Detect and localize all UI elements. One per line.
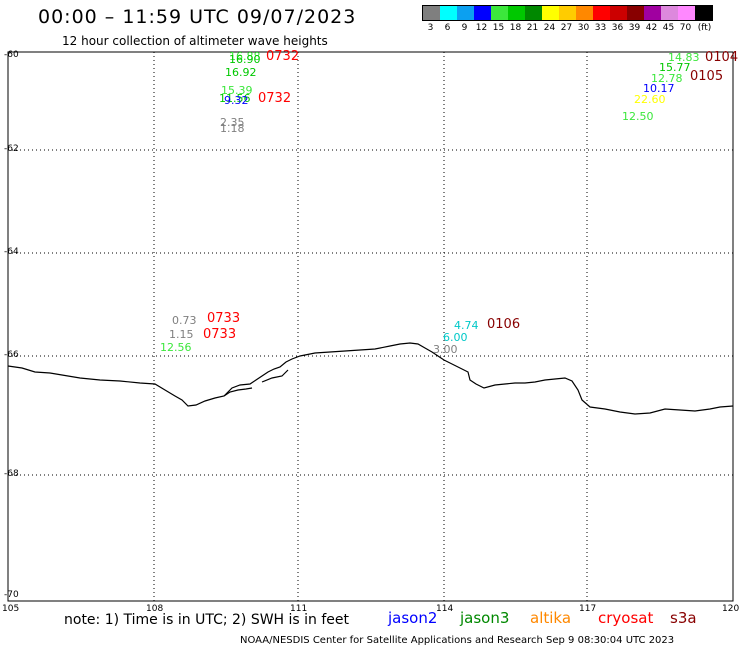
- wave-height-value: 9.32: [224, 94, 249, 107]
- altimeter-map: [7, 51, 734, 602]
- pass-time-label: 0106: [487, 317, 521, 332]
- latitude-label: -66: [4, 350, 19, 360]
- wave-height-value: 0.73: [172, 314, 197, 327]
- wave-height-value: 12.50: [622, 110, 654, 123]
- scale-label: (ft): [697, 23, 712, 33]
- scale-swatch: [423, 6, 440, 20]
- longitude-label: 108: [146, 604, 164, 614]
- scale-label: 70: [679, 23, 692, 33]
- latitude-label: -62: [4, 144, 19, 154]
- wave-height-value: 22.60: [634, 93, 666, 106]
- scale-swatch: [508, 6, 525, 20]
- scale-label: 21: [526, 23, 539, 33]
- scale-label: 30: [577, 23, 590, 33]
- map-title: 00:00 – 11:59 UTC 09/07/2023: [38, 6, 357, 28]
- wave-height-value: 16.92: [225, 66, 257, 79]
- scale-swatch: [678, 6, 695, 20]
- latitude-label: -70: [4, 590, 19, 600]
- scale-label: 24: [543, 23, 556, 33]
- antarctic-coastline: [7, 342, 734, 415]
- satellite-legend-item: jason2: [388, 609, 438, 627]
- scale-label: 15: [492, 23, 505, 33]
- scale-swatch: [559, 6, 576, 20]
- scale-label: 18: [509, 23, 522, 33]
- latitude-label: -64: [4, 247, 19, 257]
- latitude-label: -68: [4, 469, 19, 479]
- wave-height-value: 10.17: [643, 82, 675, 95]
- wave-height-value: 15.77: [659, 61, 691, 74]
- scale-swatch: [593, 6, 610, 20]
- wave-height-value: 1.18: [220, 122, 245, 135]
- scale-label: 27: [560, 23, 573, 33]
- scale-swatch: [610, 6, 627, 20]
- scale-label: 42: [645, 23, 658, 33]
- longitude-label: 105: [2, 604, 20, 614]
- wave-height-value: 11.56: [219, 92, 251, 105]
- satellite-legend-item: cryosat: [598, 609, 654, 627]
- wave-height-value: 15.39: [221, 84, 253, 97]
- scale-label: 6: [444, 23, 451, 33]
- credit-line: NOAA/NESDIS Center for Satellite Applica…: [240, 635, 675, 646]
- scale-label: 39: [628, 23, 641, 33]
- satellite-legend-item: s3a: [670, 609, 697, 627]
- scale-swatch: [525, 6, 542, 20]
- scale-swatch: [542, 6, 559, 20]
- pass-time-label: 0105: [690, 69, 724, 84]
- scale-label: 3: [427, 23, 434, 33]
- scale-swatch: [440, 6, 457, 20]
- coastline-inlet: [223, 369, 289, 397]
- wave-height-value: 3.00: [433, 343, 458, 356]
- latitude-label: -60: [4, 50, 19, 60]
- scale-swatch: [474, 6, 491, 20]
- satellite-legend-item: jason3: [460, 609, 510, 627]
- footnote: note: 1) Time is in UTC; 2) SWH is in fe…: [64, 612, 350, 628]
- wave-height-value: 16.88: [229, 50, 261, 63]
- pass-time-label: 0733: [203, 327, 237, 342]
- scale-label: 36: [611, 23, 624, 33]
- wave-height-value: 12.78: [651, 72, 683, 85]
- graticule-grid: [8, 52, 733, 601]
- scale-swatch: [644, 6, 661, 20]
- wave-height-value: 14.83: [668, 51, 700, 64]
- scale-swatch: [695, 6, 712, 20]
- longitude-label: 117: [579, 604, 597, 614]
- wave-height-value: 16.90: [229, 53, 261, 66]
- wave-height-value: 2.35: [220, 116, 245, 129]
- wave-height-value: 12.56: [160, 341, 192, 354]
- scale-label: 33: [594, 23, 607, 33]
- pass-time-label: 0733: [207, 311, 241, 326]
- wave-height-value: 1.15: [169, 328, 194, 341]
- pass-time-label: 0732: [258, 91, 292, 106]
- scale-label: 9: [461, 23, 468, 33]
- scale-label: 45: [662, 23, 675, 33]
- longitude-label: 111: [290, 604, 308, 614]
- pass-time-label: 0732: [266, 49, 300, 64]
- scale-label: 12: [475, 23, 488, 33]
- map-frame: [7, 51, 734, 602]
- wave-height-value: 4.74: [454, 319, 479, 332]
- scale-swatch: [576, 6, 593, 20]
- scale-swatch: [661, 6, 678, 20]
- scale-swatch: [627, 6, 644, 20]
- map-subtitle: 12 hour collection of altimeter wave hei…: [62, 34, 328, 48]
- color-scale-legend: 3 6 9 12 15 18 21 24 27 30 33 36 39 42 45 70 (ft): [422, 5, 713, 35]
- scale-swatch: [491, 6, 508, 20]
- scale-swatch: [457, 6, 474, 20]
- pass-time-label: 0104: [705, 50, 739, 65]
- wave-height-value: 6.00: [443, 331, 468, 344]
- longitude-label: 114: [436, 604, 454, 614]
- satellite-legend-item: altika: [530, 609, 572, 627]
- longitude-label: 120: [722, 604, 740, 614]
